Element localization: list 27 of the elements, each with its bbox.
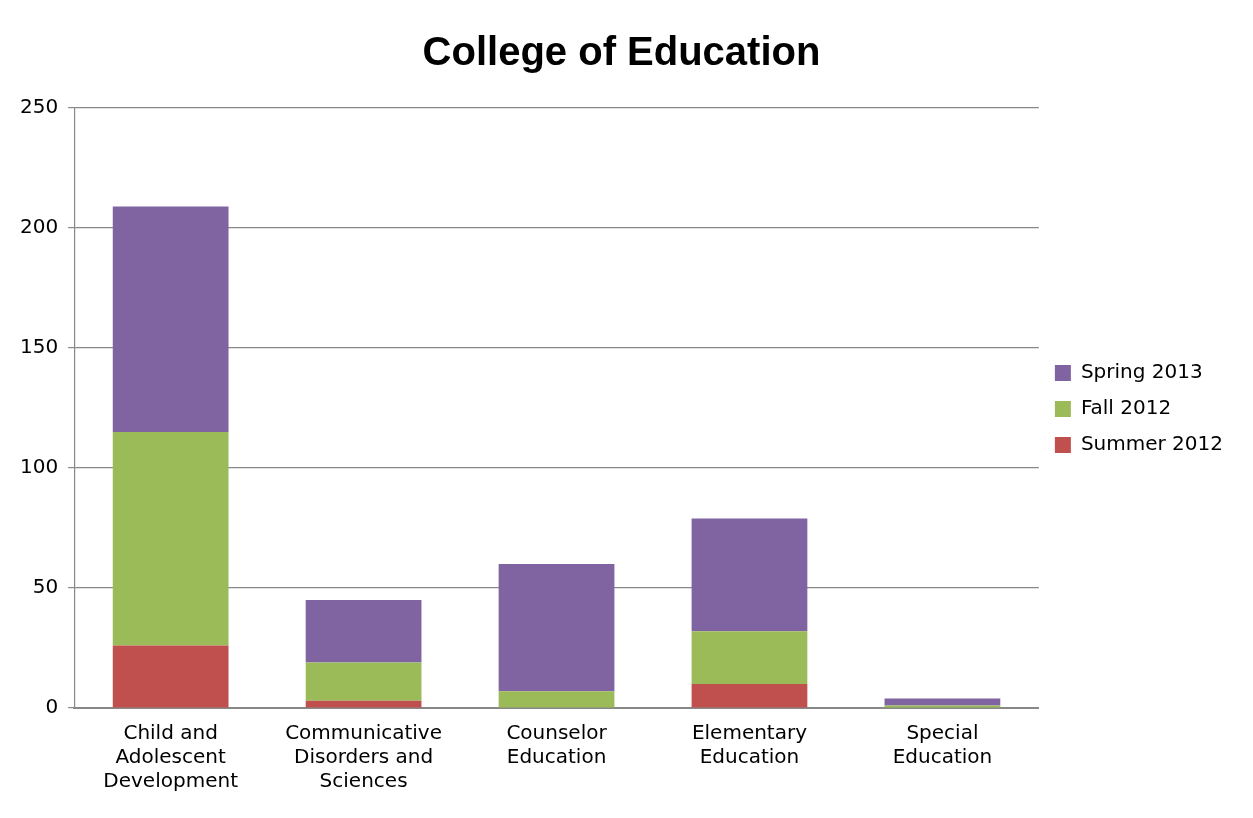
bar: [691, 684, 808, 708]
x-tick-label: Elementary Education: [691, 720, 808, 769]
y-tick-label: 250: [19, 94, 59, 119]
x-tick-label: Special Education: [892, 720, 993, 769]
bar: [305, 700, 422, 708]
x-tick-label: Counselor Education: [506, 720, 608, 769]
bar: [112, 432, 229, 646]
legend-label: Fall 2012: [1080, 395, 1172, 420]
bar: [691, 518, 808, 632]
bar: [112, 206, 229, 432]
y-tick-label: 200: [19, 214, 59, 239]
legend-label: Summer 2012: [1080, 431, 1224, 456]
bar: [112, 645, 229, 708]
y-tick-label: 150: [19, 334, 59, 359]
legend-label: Spring 2013: [1080, 359, 1203, 384]
x-tick-label: Communicative Disorders and Sciences: [285, 720, 443, 793]
chart-title: College of Education: [422, 29, 821, 74]
bar: [884, 698, 1001, 706]
bar: [305, 600, 422, 663]
bar: [498, 564, 615, 692]
bar: [305, 662, 422, 701]
y-tick-label: 50: [32, 574, 59, 599]
y-tick-label: 0: [45, 694, 59, 719]
bar: [498, 691, 615, 708]
bar: [691, 631, 808, 684]
x-tick-label: Child and Adolescent Development: [103, 720, 239, 793]
y-tick-label: 100: [19, 454, 59, 479]
